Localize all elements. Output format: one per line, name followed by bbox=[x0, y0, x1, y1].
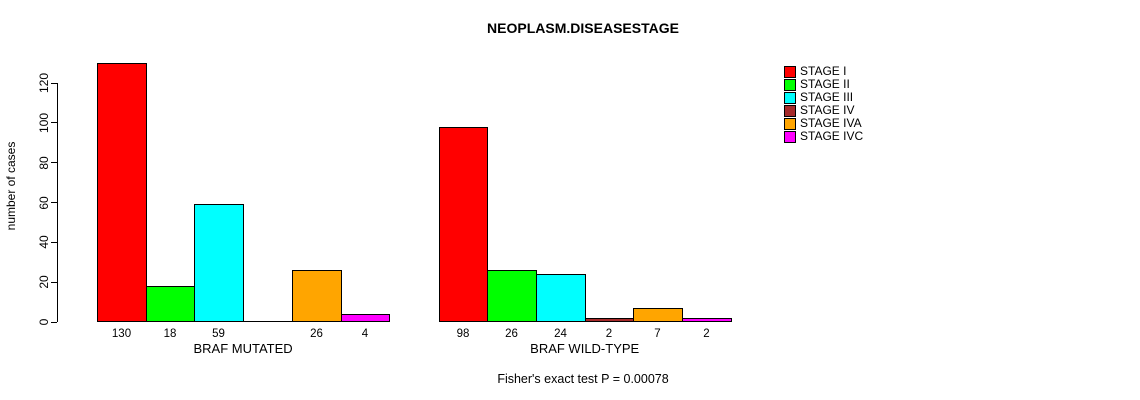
bar-value-label: 26 bbox=[310, 328, 323, 340]
y-tick-label: 0 bbox=[37, 318, 51, 326]
bar-value-label: 7 bbox=[654, 328, 661, 340]
y-tick bbox=[51, 122, 57, 124]
y-axis-label: number of cases bbox=[4, 141, 18, 231]
legend-item: STAGE IV bbox=[784, 104, 863, 117]
y-tick bbox=[51, 82, 57, 84]
chart-title: NEOPLASM.DISEASESTAGE bbox=[487, 20, 679, 36]
bar bbox=[146, 286, 195, 322]
legend: STAGE I STAGE II STAGE III STAGE IV STAGE IV… bbox=[784, 65, 863, 143]
legend-label: STAGE IVC bbox=[800, 129, 864, 143]
legend-item: STAGE IVC bbox=[784, 130, 863, 143]
bar bbox=[682, 318, 732, 322]
legend-label: STAGE IV bbox=[800, 103, 855, 117]
y-tick-label: 20 bbox=[37, 275, 51, 289]
y-tick-label: 60 bbox=[37, 195, 51, 210]
legend-swatch bbox=[784, 91, 796, 104]
bar-value-label: 2 bbox=[605, 328, 613, 340]
legend-swatch bbox=[784, 78, 796, 91]
legend-item: STAGE IVA bbox=[784, 117, 863, 130]
bar bbox=[633, 308, 683, 322]
y-tick bbox=[51, 241, 57, 243]
bar-value-label: 18 bbox=[163, 328, 177, 340]
bar-value-label: 24 bbox=[554, 328, 567, 340]
y-tick-label: 40 bbox=[37, 235, 51, 250]
y-tick-label: 80 bbox=[37, 155, 51, 170]
legend-item: STAGE I bbox=[784, 65, 863, 78]
bar bbox=[243, 321, 293, 322]
bar bbox=[97, 63, 147, 322]
y-tick bbox=[51, 281, 57, 283]
footer-annotation: Fisher's exact test P = 0.00078 bbox=[497, 372, 669, 386]
y-axis-line bbox=[57, 83, 58, 322]
bar bbox=[585, 318, 634, 322]
y-tick-label: 100 bbox=[37, 112, 51, 133]
legend-label: STAGE II bbox=[800, 77, 850, 91]
legend-swatch bbox=[784, 130, 796, 143]
legend-item: STAGE III bbox=[784, 91, 863, 104]
legend-swatch bbox=[784, 65, 796, 78]
y-tick bbox=[51, 321, 57, 323]
bar bbox=[341, 314, 390, 322]
bar-value-label: 4 bbox=[361, 328, 369, 340]
group-label: BRAF WILD-TYPE bbox=[530, 341, 640, 356]
bar-value-label: 2 bbox=[703, 328, 710, 340]
bar-value-label: 130 bbox=[111, 328, 132, 340]
bar bbox=[292, 270, 342, 322]
y-tick bbox=[51, 202, 57, 203]
legend-swatch bbox=[784, 117, 796, 130]
bar bbox=[487, 270, 537, 322]
legend-item: STAGE II bbox=[784, 78, 863, 91]
bar bbox=[194, 204, 244, 322]
y-tick bbox=[51, 162, 57, 164]
y-tick-label: 120 bbox=[37, 72, 51, 94]
bar-value-label: 26 bbox=[505, 328, 518, 340]
bar bbox=[536, 274, 586, 322]
bar-value-label: 98 bbox=[456, 328, 470, 340]
bar-value-label: 59 bbox=[212, 328, 225, 340]
legend-label: STAGE IVA bbox=[800, 116, 862, 130]
legend-swatch bbox=[784, 104, 796, 117]
group-label: BRAF MUTATED bbox=[193, 341, 293, 356]
bar bbox=[439, 127, 488, 322]
legend-label: STAGE I bbox=[800, 64, 847, 78]
legend-label: STAGE III bbox=[800, 90, 854, 104]
